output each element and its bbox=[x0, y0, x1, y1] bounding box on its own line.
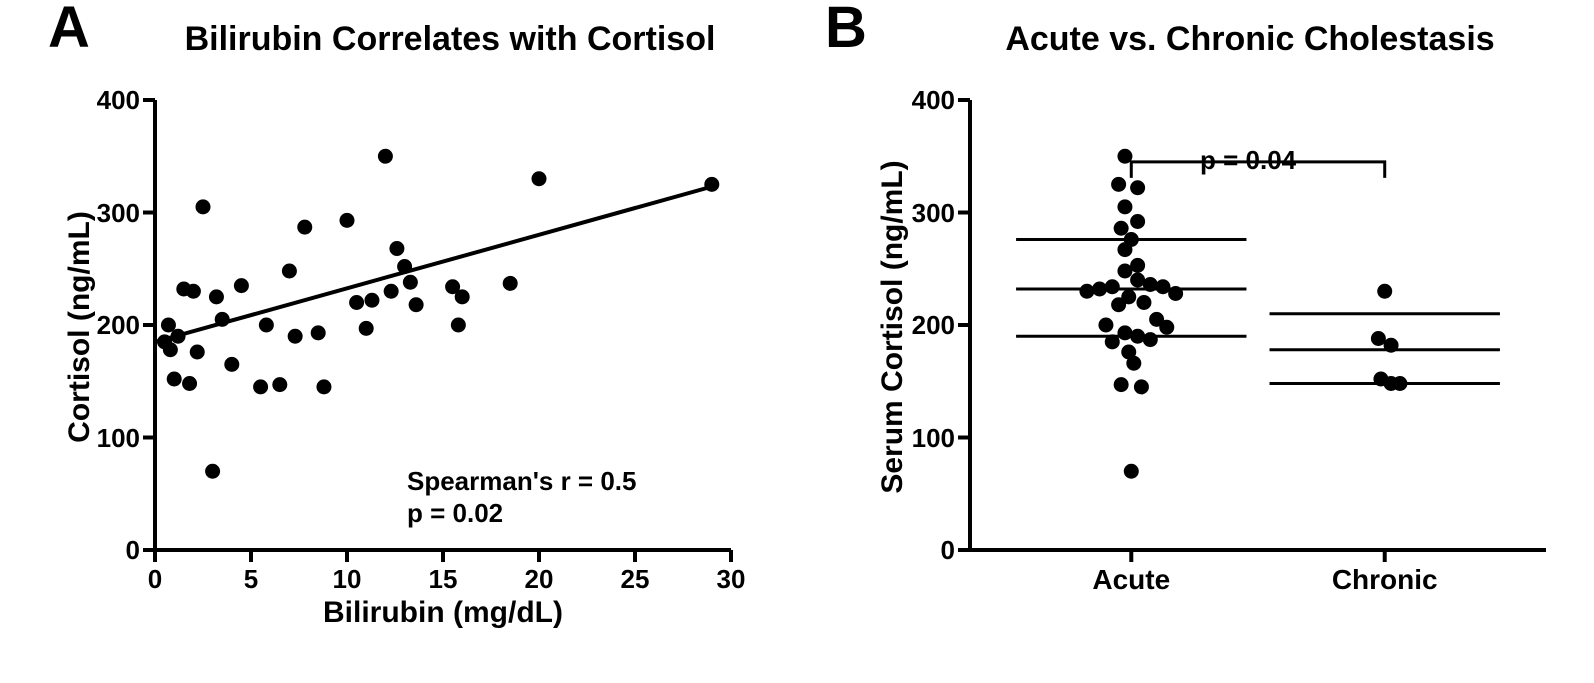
panel-a-pvalue: p = 0.02 bbox=[407, 498, 503, 529]
panel-a-xtick: 0 bbox=[130, 564, 180, 595]
panel-b-ytick: 400 bbox=[900, 85, 955, 116]
panel-a-xtick: 25 bbox=[610, 564, 660, 595]
panel-a-title: Bilirubin Correlates with Cortisol bbox=[145, 20, 755, 59]
panel-a-spearman-r: Spearman's r = 0.5 bbox=[407, 466, 636, 497]
panel-b-ytick: 0 bbox=[900, 535, 955, 566]
figure-container: A Bilirubin Correlates with Cortisol 0 10… bbox=[0, 0, 1594, 683]
panel-a-xtick: 5 bbox=[226, 564, 276, 595]
panel-b-category-label: Acute bbox=[1051, 564, 1211, 596]
panel-a-xlabel: Bilirubin (mg/dL) bbox=[155, 596, 731, 630]
panel-a-xtick: 20 bbox=[514, 564, 564, 595]
panel-a-label: A bbox=[48, 0, 90, 61]
panel-a-xtick: 10 bbox=[322, 564, 372, 595]
panel-a-ytick: 0 bbox=[85, 535, 140, 566]
panel-b-title: Acute vs. Chronic Cholestasis bbox=[940, 20, 1560, 59]
panel-a-xtick: 15 bbox=[418, 564, 468, 595]
panel-b-category-label: Chronic bbox=[1305, 564, 1465, 596]
panel-b-ylabel: Serum Cortisol (ng/mL) bbox=[876, 157, 910, 497]
panel-b-pvalue: p = 0.04 bbox=[1200, 145, 1296, 176]
panel-b-label: B bbox=[825, 0, 867, 61]
panel-a-ylabel: Cortisol (ng/mL) bbox=[63, 187, 97, 467]
panel-a-ytick: 400 bbox=[85, 85, 140, 116]
panel-a-xtick: 30 bbox=[706, 564, 756, 595]
